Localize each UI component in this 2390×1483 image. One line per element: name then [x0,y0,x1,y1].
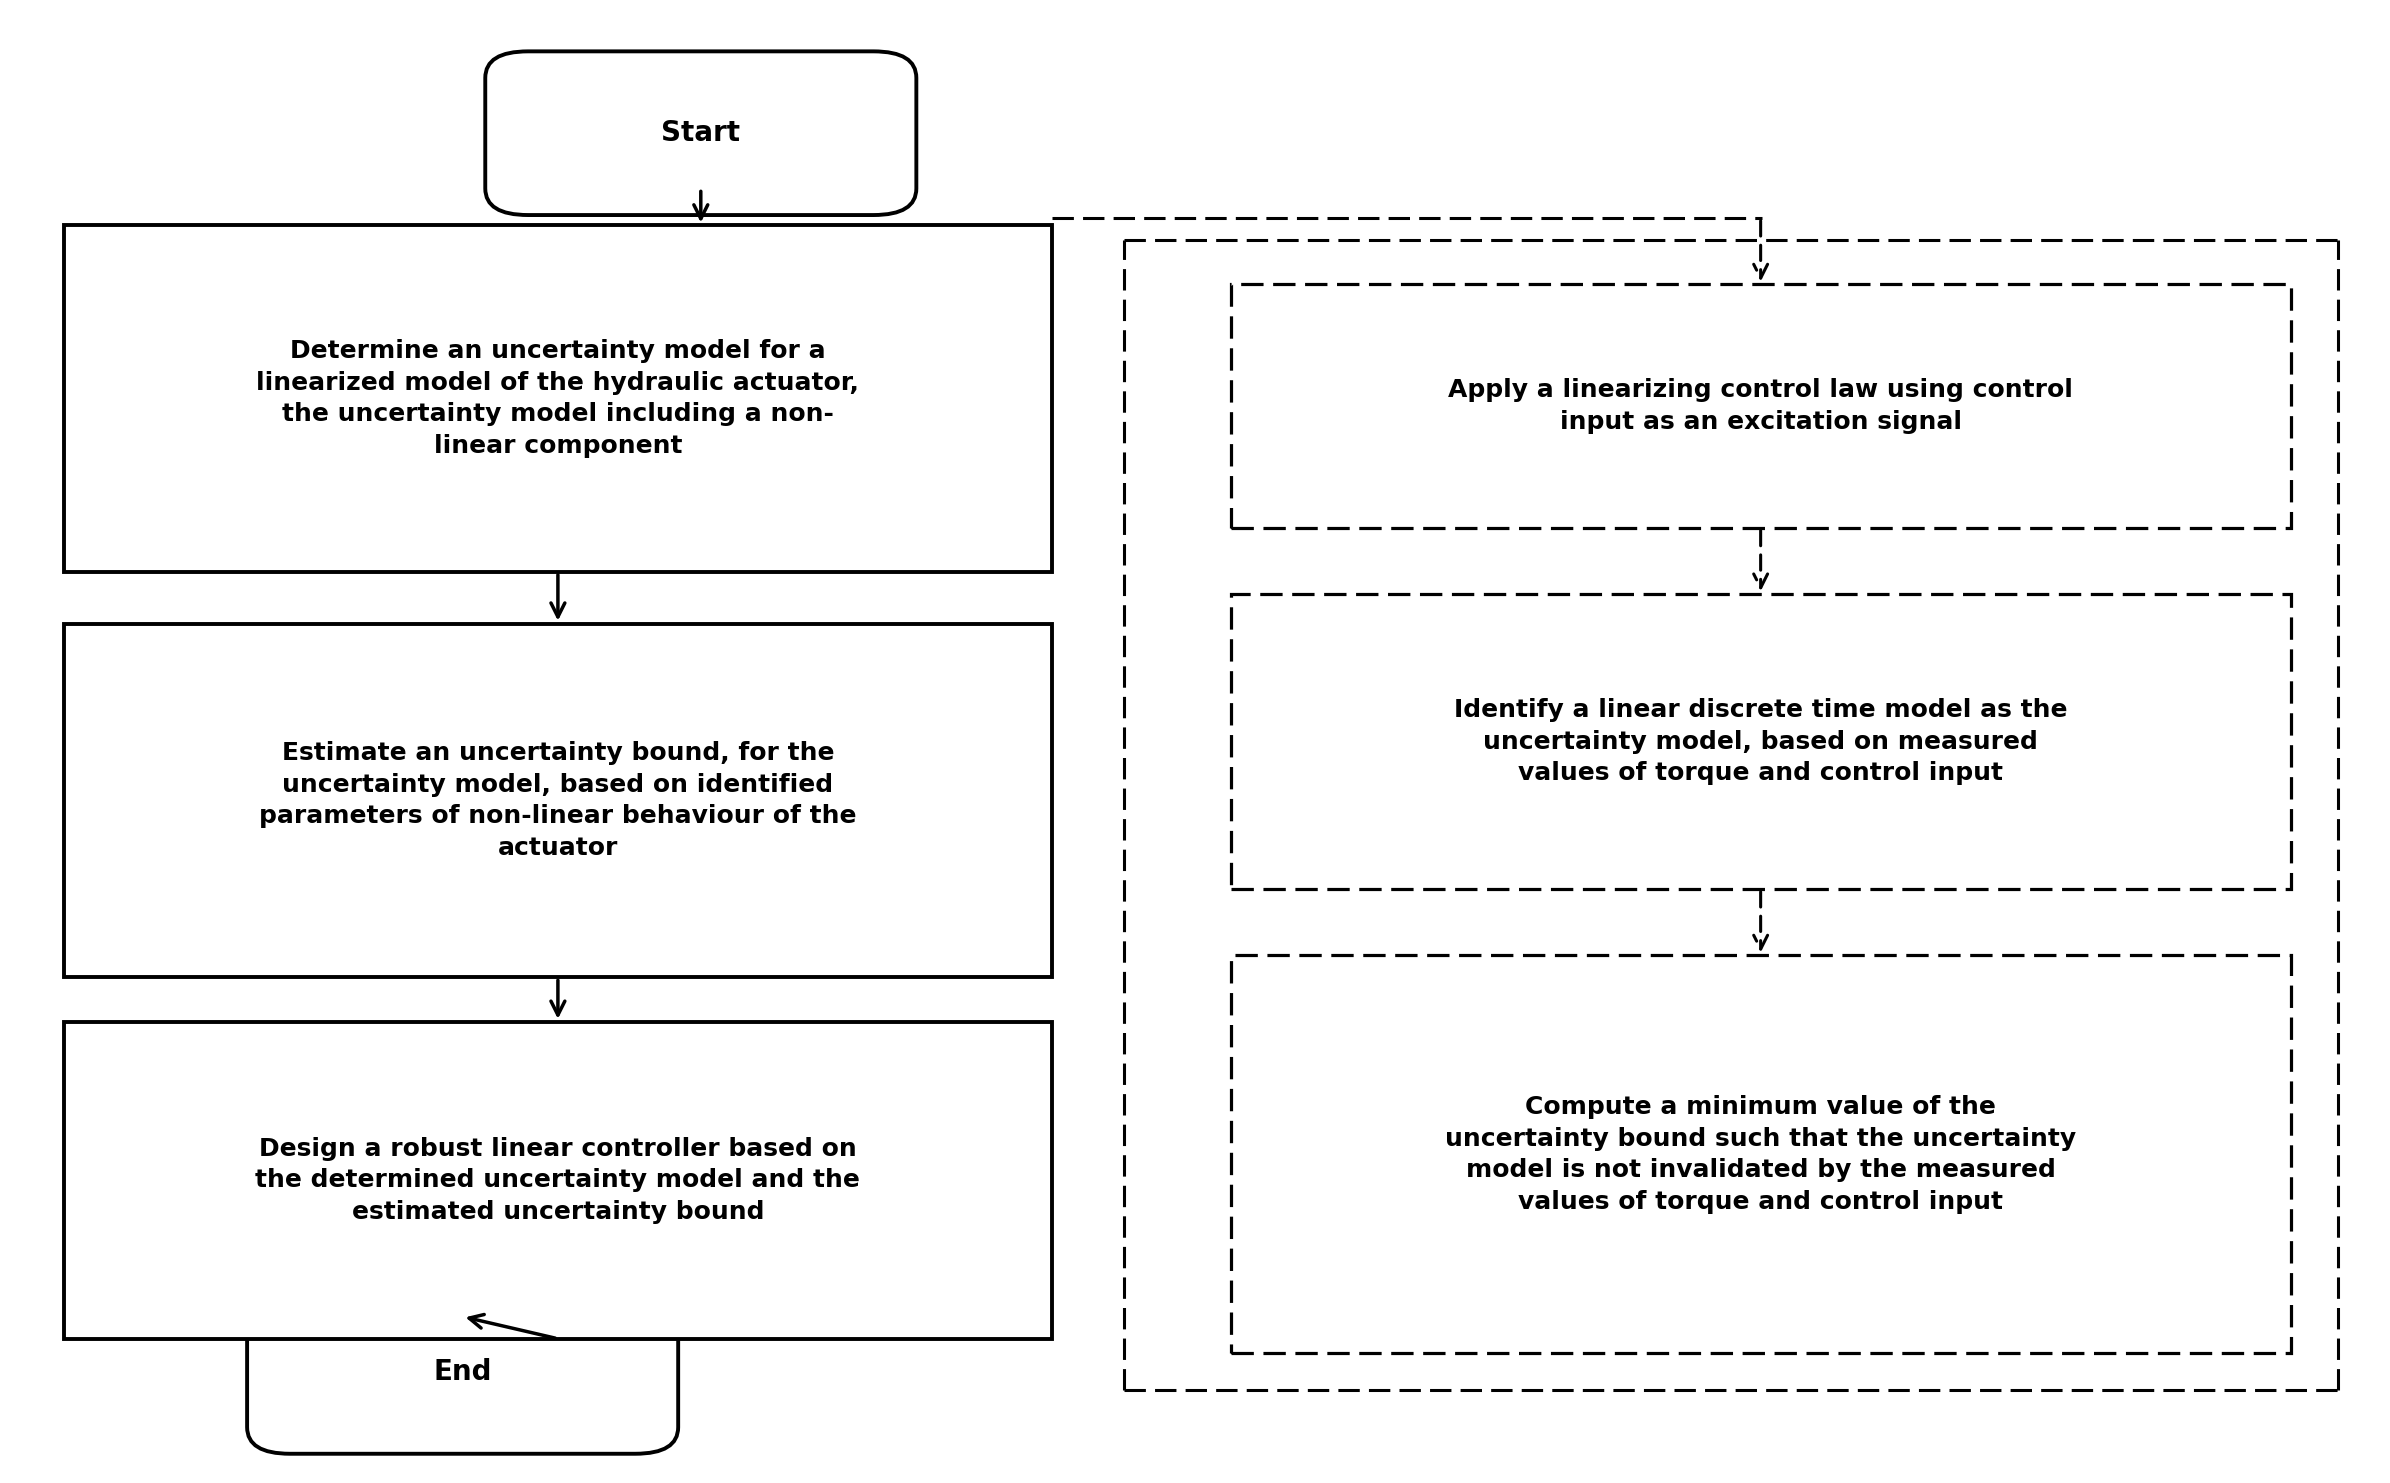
FancyBboxPatch shape [1231,955,2290,1354]
FancyBboxPatch shape [65,1022,1052,1339]
FancyBboxPatch shape [1231,595,2290,888]
Text: Apply a linearizing control law using control
input as an excitation signal: Apply a linearizing control law using co… [1448,378,2072,435]
Text: Identify a linear discrete time model as the
uncertainty model, based on measure: Identify a linear discrete time model as… [1453,698,2067,785]
FancyBboxPatch shape [1231,285,2290,528]
FancyBboxPatch shape [65,225,1052,572]
FancyBboxPatch shape [246,1290,679,1453]
FancyBboxPatch shape [485,52,915,215]
FancyBboxPatch shape [65,623,1052,977]
Text: Compute a minimum value of the
uncertainty bound such that the uncertainty
model: Compute a minimum value of the uncertain… [1446,1094,2077,1213]
Text: Design a robust linear controller based on
the determined uncertainty model and : Design a robust linear controller based … [256,1136,860,1223]
Text: End: End [433,1358,492,1387]
Text: Determine an uncertainty model for a
linearized model of the hydraulic actuator,: Determine an uncertainty model for a lin… [256,340,860,458]
Text: Start: Start [662,119,741,147]
Text: Estimate an uncertainty bound, for the
uncertainty model, based on identified
pa: Estimate an uncertainty bound, for the u… [258,742,856,860]
